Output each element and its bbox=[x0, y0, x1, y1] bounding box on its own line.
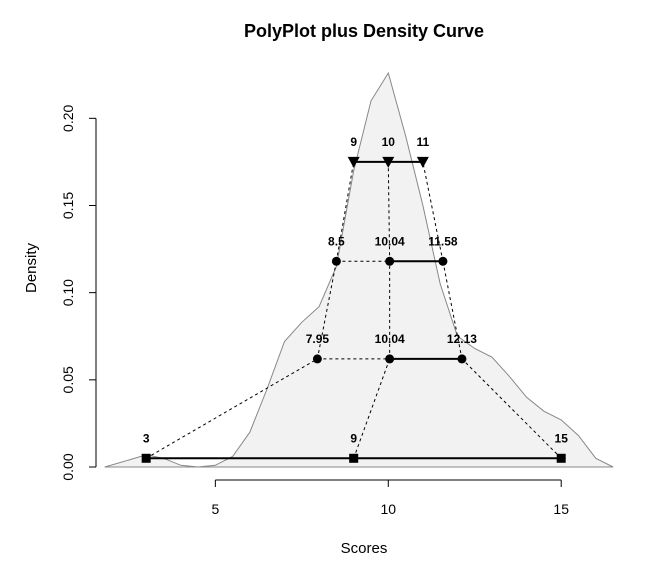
chart-title: PolyPlot plus Density Curve bbox=[244, 21, 484, 41]
y-axis: 0.00 0.05 0.10 0.15 0.20 bbox=[60, 104, 97, 481]
data-label: 10.04 bbox=[375, 332, 405, 346]
data-label: 9 bbox=[350, 431, 357, 445]
connector-lines-layer bbox=[145, 161, 562, 459]
square-marker bbox=[349, 453, 359, 463]
triangle-marker bbox=[416, 156, 429, 168]
series-layer: 3 9 15 7.95 10.04 12.13 8.5 10.04 11.58 9 10 11 bbox=[141, 135, 569, 463]
data-label: 12.13 bbox=[447, 332, 477, 346]
y-tick-label: 0.10 bbox=[60, 279, 76, 306]
connector-line bbox=[422, 161, 444, 262]
data-label: 15 bbox=[555, 431, 569, 445]
data-label: 8.5 bbox=[328, 234, 345, 248]
connector-line bbox=[316, 261, 337, 360]
y-axis-label: Density bbox=[23, 242, 40, 293]
data-label: 11.58 bbox=[428, 234, 458, 248]
square-marker bbox=[141, 453, 151, 463]
data-label: 10 bbox=[382, 135, 396, 149]
data-label: 9 bbox=[350, 135, 357, 149]
circle-marker bbox=[457, 354, 467, 364]
density-curve bbox=[104, 71, 614, 468]
x-tick-label: 15 bbox=[553, 501, 569, 517]
circle-marker bbox=[312, 354, 322, 364]
x-axis-label: Scores bbox=[341, 540, 388, 557]
connector-line bbox=[145, 358, 318, 459]
x-tick-label: 5 bbox=[211, 501, 219, 517]
triangle-marker bbox=[382, 156, 395, 168]
y-tick-label: 0.15 bbox=[60, 192, 76, 219]
y-tick-label: 0.00 bbox=[60, 453, 76, 480]
connector-line bbox=[442, 261, 463, 360]
data-label: 10.04 bbox=[375, 234, 405, 248]
connector-line bbox=[387, 161, 391, 262]
data-label: 3 bbox=[143, 431, 150, 445]
x-tick-label: 10 bbox=[380, 501, 396, 517]
triangle-marker bbox=[347, 156, 360, 168]
data-label: 11 bbox=[417, 135, 430, 149]
circle-marker bbox=[331, 256, 341, 266]
circle-marker bbox=[385, 354, 395, 364]
circle-marker bbox=[385, 256, 395, 266]
y-tick-label: 0.05 bbox=[60, 366, 76, 393]
connector-line bbox=[335, 161, 355, 262]
square-marker bbox=[556, 453, 566, 463]
circle-marker bbox=[438, 256, 448, 266]
data-label: 7.95 bbox=[306, 332, 330, 346]
density-curve-layer bbox=[104, 71, 614, 468]
y-tick-label: 0.20 bbox=[60, 104, 76, 131]
x-axis: 5 10 15 bbox=[211, 479, 569, 517]
